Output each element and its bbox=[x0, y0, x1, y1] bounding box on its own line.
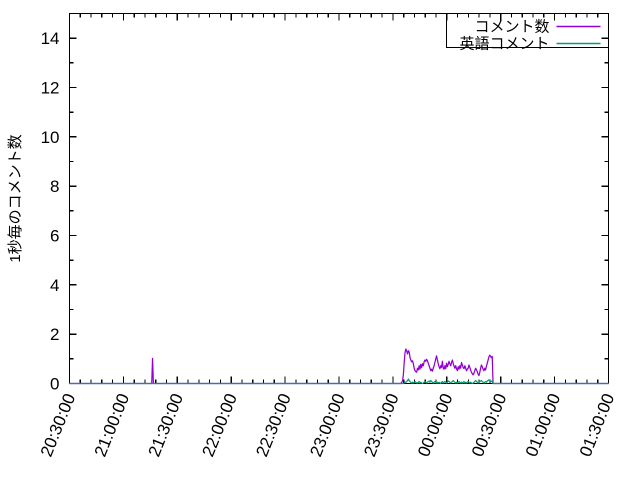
x-tick-label: 00:30:00 bbox=[468, 391, 510, 459]
y-axis-ticks: 0 2 4 6 8 10 12 14 bbox=[41, 29, 609, 394]
y-tick-label: 2 bbox=[50, 325, 59, 344]
y-tick-label: 8 bbox=[50, 177, 59, 196]
x-tick-label: 22:30:00 bbox=[252, 391, 294, 459]
plot-frame bbox=[68, 12, 610, 385]
x-tick-label: 23:00:00 bbox=[306, 391, 348, 459]
y-tick-label: 10 bbox=[41, 128, 60, 147]
x-tick-label: 21:30:00 bbox=[145, 391, 187, 459]
x-tick-label: 01:00:00 bbox=[522, 391, 564, 459]
data-series-group bbox=[68, 348, 610, 385]
y-axis-title-text: 1秒毎のコメント数 bbox=[7, 134, 24, 262]
y-tick-label: 14 bbox=[41, 29, 60, 48]
y-axis-title: 1秒毎のコメント数 bbox=[7, 134, 24, 262]
y-tick-label: 12 bbox=[41, 79, 60, 98]
y-tick-label: 6 bbox=[50, 227, 59, 246]
x-tick-label: 22:00:00 bbox=[198, 391, 240, 459]
y-tick-label: 0 bbox=[50, 375, 59, 394]
legend-border bbox=[445, 12, 610, 49]
legend-label-2: 英語コメント bbox=[459, 35, 549, 53]
x-tick-label: 23:30:00 bbox=[360, 391, 402, 459]
x-axis-ticks: 20:30:00 21:00:00 21:30:00 22:00:00 22:30:00… bbox=[37, 13, 618, 459]
series-line-2 bbox=[68, 378, 610, 385]
x-tick-label: 20:30:00 bbox=[37, 391, 79, 459]
x-tick-label: 00:00:00 bbox=[414, 391, 456, 459]
x-tick-label: 21:00:00 bbox=[91, 391, 133, 459]
x-tick-label: 01:30:00 bbox=[576, 391, 618, 459]
plot-border bbox=[68, 12, 610, 385]
y-tick-label: 4 bbox=[50, 276, 59, 295]
legend-label-1: コメント数 bbox=[474, 19, 549, 36]
